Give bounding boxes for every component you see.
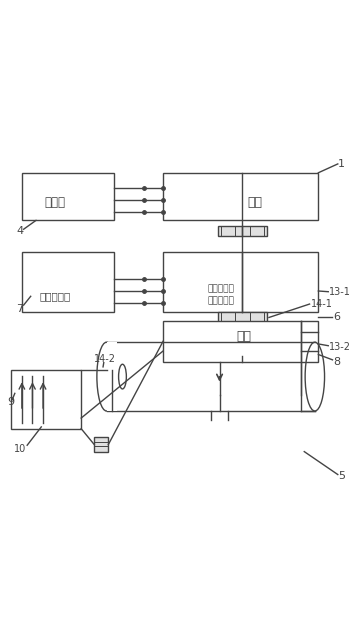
Text: 7: 7	[16, 304, 24, 314]
Bar	[94, 437, 109, 451]
Bar	[163, 173, 318, 220]
Text: 13-1: 13-1	[329, 287, 351, 297]
Bar	[218, 312, 267, 323]
Text: 14-2: 14-2	[94, 354, 116, 364]
Bar	[163, 252, 318, 312]
Bar	[22, 173, 114, 220]
Text: 1: 1	[338, 159, 345, 169]
Text: 电机: 电机	[247, 196, 262, 209]
Text: 8: 8	[333, 356, 340, 367]
Text: 13-2: 13-2	[329, 342, 351, 352]
Text: 10: 10	[14, 444, 26, 454]
Text: 水泵: 水泵	[237, 331, 252, 343]
Text: 4: 4	[16, 226, 24, 236]
Text: 14-1: 14-1	[311, 299, 332, 309]
Text: 6: 6	[333, 313, 340, 322]
Bar	[163, 321, 318, 361]
Bar	[11, 370, 81, 429]
Bar	[22, 252, 114, 312]
Text: 功率表: 功率表	[45, 196, 66, 209]
Bar	[218, 226, 267, 236]
Text: 智能调速器
性能耦合器: 智能调速器 性能耦合器	[208, 284, 235, 305]
Text: 5: 5	[338, 471, 345, 482]
Bar	[107, 342, 117, 411]
Text: 9: 9	[7, 397, 14, 407]
Text: 温度传感器: 温度传感器	[40, 291, 71, 301]
